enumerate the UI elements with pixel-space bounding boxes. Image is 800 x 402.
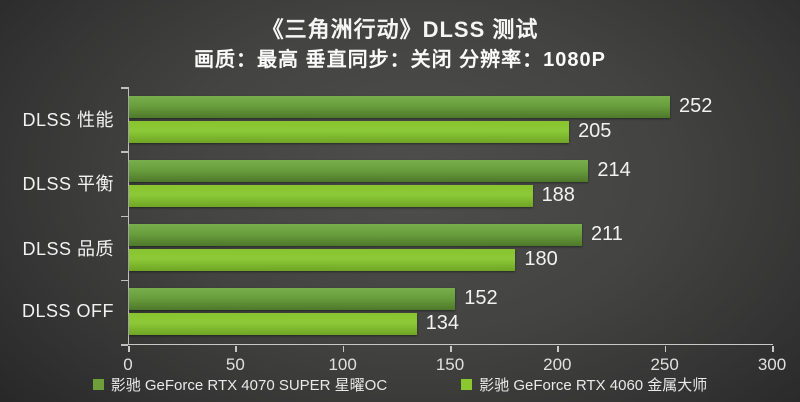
legend-swatch-icon xyxy=(461,379,473,390)
category-label-DLSS 平衡: DLSS 平衡 xyxy=(22,174,114,195)
bar-DLSS 平衡-series0 xyxy=(129,159,589,182)
legend: 影驰 GeForce RTX 4070 SUPER 星曜OC 影驰 GeForce… xyxy=(0,374,800,395)
category-label-DLSS 性能: DLSS 性能 xyxy=(22,110,114,131)
bar-DLSS 品质-series0 xyxy=(129,224,582,247)
category-label-DLSS 品质: DLSS 品质 xyxy=(22,238,114,259)
y-axis-tick xyxy=(121,344,128,346)
x-axis-tick-label: 50 xyxy=(225,355,245,374)
bar-DLSS 性能-series0 xyxy=(129,95,670,118)
bar-value-label: 134 xyxy=(425,312,460,335)
y-axis-tick xyxy=(121,151,128,153)
x-axis-tick-label: 0 xyxy=(123,355,133,374)
x-axis-tick xyxy=(664,345,667,352)
x-axis-tick xyxy=(128,345,130,352)
category-label-DLSS OFF: DLSS OFF xyxy=(21,301,114,322)
bar-value-label: 188 xyxy=(541,183,575,206)
bar-value-label: 252 xyxy=(678,94,713,117)
x-axis-tick xyxy=(557,345,559,352)
x-axis-tick-label: 100 xyxy=(328,355,357,374)
bar-value-label: 180 xyxy=(524,247,558,270)
bar-DLSS OFF-series1 xyxy=(129,313,417,336)
x-axis-tick xyxy=(235,345,237,352)
bar-DLSS 性能-series1 xyxy=(129,120,570,143)
bar-DLSS 品质-series1 xyxy=(129,249,516,272)
bar-DLSS 平衡-series1 xyxy=(129,184,533,207)
x-axis-tick-label: 300 xyxy=(757,355,787,374)
legend-item-series0: 影驰 GeForce RTX 4070 SUPER 星曜OC xyxy=(92,374,388,395)
bar-value-label: 214 xyxy=(597,158,631,181)
y-axis-tick xyxy=(121,279,128,282)
bar-value-label: 211 xyxy=(590,222,623,245)
chart-title: 《三角洲行动》DLSS 测试 xyxy=(261,17,539,42)
plot-area: 252 205 214 188 211 180 152 134 xyxy=(128,87,773,345)
chart-subtitle: 画质：最高 垂直同步：关闭 分辨率：1080P xyxy=(194,49,606,71)
legend-item-series1: 影驰 GeForce RTX 4060 金属大师 xyxy=(461,374,707,395)
legend-swatch-icon xyxy=(92,379,104,390)
x-axis-tick-label: 150 xyxy=(435,355,465,374)
x-axis-tick-label: 200 xyxy=(543,355,572,374)
x-axis-tick xyxy=(450,345,452,352)
y-axis-tick xyxy=(121,87,128,89)
bar-value-label: 205 xyxy=(578,119,612,142)
x-axis-tick-label: 250 xyxy=(650,355,679,374)
legend-label: 影驰 GeForce RTX 4070 SUPER 星曜OC xyxy=(110,377,388,394)
bar-value-label: 152 xyxy=(464,287,498,310)
x-axis-tick xyxy=(772,345,774,352)
x-axis-tick xyxy=(342,345,345,352)
y-axis-tick xyxy=(121,215,128,217)
legend-label: 影驰 GeForce RTX 4060 金属大师 xyxy=(479,377,708,394)
bar-DLSS OFF-series0 xyxy=(129,288,456,311)
